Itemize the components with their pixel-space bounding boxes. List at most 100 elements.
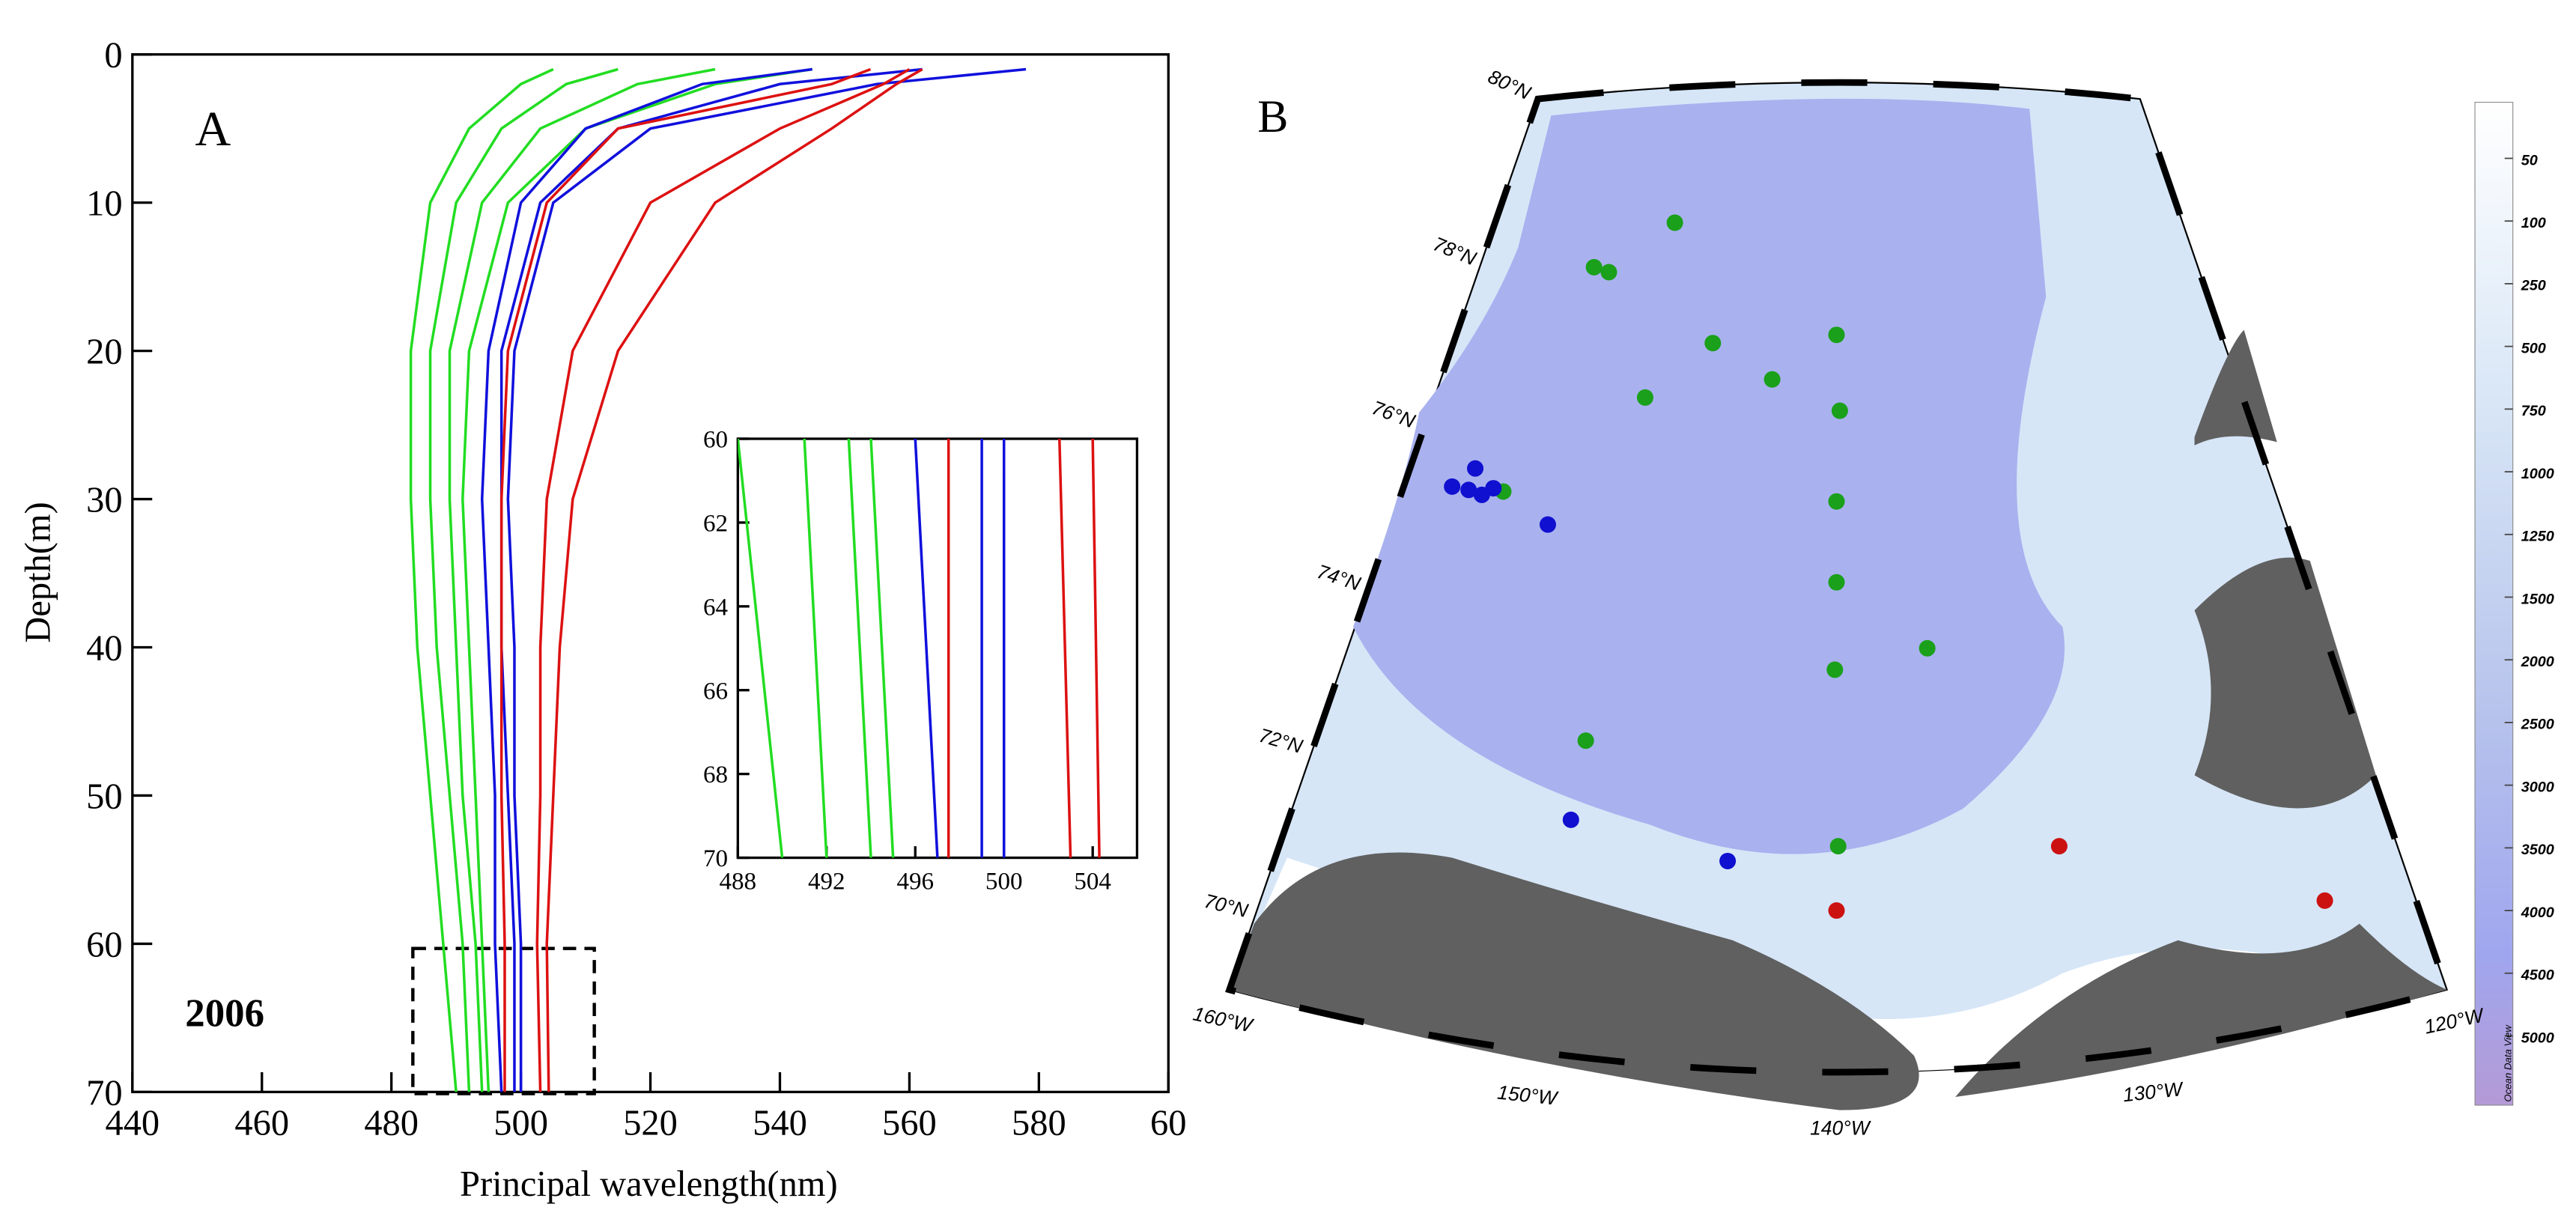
y-tick-label: 20	[86, 332, 122, 372]
x-tick-label: 60	[1150, 1104, 1186, 1143]
colorbar-label: 4000	[2521, 905, 2554, 921]
colorbar-label: 750	[2521, 403, 2546, 419]
year-annotation: 2006	[185, 991, 264, 1035]
station	[2050, 838, 2068, 855]
x-axis-label: Principal wavelength(nm)	[460, 1164, 838, 1204]
x-tick-label: 500	[493, 1104, 548, 1143]
profile-line	[461, 67, 812, 1092]
station	[1485, 480, 1502, 497]
station	[1460, 481, 1477, 499]
profile-line	[545, 67, 923, 1092]
station	[1600, 264, 1617, 281]
profile-line	[480, 67, 812, 1092]
profile-line	[506, 67, 1027, 1092]
colorbar-label: 4500	[2521, 967, 2554, 984]
latitude-label: 70°N	[1202, 890, 1251, 922]
panel-label: B	[1257, 91, 1288, 142]
station	[1704, 335, 1722, 352]
y-tick-label: 68	[703, 762, 728, 788]
y-tick-label: 60	[86, 925, 122, 964]
map-island	[2194, 557, 2376, 809]
station	[1666, 214, 1683, 231]
station	[1829, 838, 1847, 855]
station	[1828, 326, 1845, 344]
x-tick-label: 500	[985, 868, 1023, 895]
colorbar-label: 50	[2521, 152, 2538, 168]
longitude-label: 150°W	[1496, 1081, 1560, 1110]
x-tick-label: 540	[753, 1104, 807, 1143]
latitude-label: 76°N	[1369, 396, 1419, 433]
station	[1826, 661, 1844, 678]
y-tick-label: 64	[703, 594, 728, 621]
panel-label: A	[195, 102, 231, 156]
station	[1562, 811, 1579, 828]
colorbar-label: 250	[2521, 278, 2546, 294]
colorbar-label: 1250	[2521, 529, 2554, 545]
x-tick-label: 480	[364, 1104, 419, 1143]
colorbar-label: 2500	[2521, 717, 2554, 733]
profile-line	[409, 67, 554, 1092]
station	[1636, 389, 1653, 406]
panel-a: A 2006 Principal wavelength(nm) Depth(m)…	[19, 36, 1187, 1204]
credit: Ocean Data View	[2503, 1024, 2514, 1102]
station	[1719, 852, 1737, 869]
station	[1585, 258, 1603, 276]
panel-b: B 80°N78°N76°N74°N72	[1191, 65, 2554, 1140]
x-tick-label: 496	[896, 868, 934, 895]
station	[1828, 902, 1845, 919]
stations	[1444, 214, 2333, 919]
station	[1467, 460, 1484, 477]
profile-line	[499, 67, 923, 1092]
station	[1828, 493, 1845, 510]
colorbar-label: 3000	[2521, 779, 2554, 795]
colorbar-label: 500	[2521, 340, 2546, 356]
x-tick-label: 492	[808, 868, 845, 895]
map-island	[2194, 329, 2277, 446]
map-deep-basin	[1353, 98, 2065, 854]
x-tick-label: 580	[1012, 1104, 1066, 1143]
inset-frame	[736, 437, 1139, 860]
station	[1577, 732, 1594, 750]
colorbar-label: 100	[2521, 215, 2546, 231]
profile-line	[428, 67, 619, 1092]
profile-line	[535, 67, 911, 1092]
map-land-alaska	[1229, 852, 1919, 1110]
longitude-label: 130°W	[2121, 1077, 2185, 1106]
colorbar-label: 5000	[2521, 1030, 2554, 1046]
y-tick-label: 50	[86, 776, 122, 816]
x-tick-label: 520	[623, 1104, 678, 1143]
station	[1539, 516, 1556, 533]
latitude-label: 72°N	[1257, 724, 1306, 758]
station	[1444, 478, 1461, 495]
y-tick-label: 0	[104, 36, 122, 76]
station	[1828, 574, 1845, 591]
latitude-label: 74°N	[1314, 560, 1364, 595]
y-axis-label: Depth(m)	[19, 502, 58, 642]
y-tick-label: 40	[86, 628, 122, 668]
station	[2316, 892, 2333, 909]
y-tick-label: 70	[703, 845, 728, 872]
x-tick-label: 488	[720, 868, 757, 895]
x-tick-label: 440	[105, 1104, 160, 1143]
latitude-label: 80°N	[1485, 65, 1535, 105]
y-tick-label: 66	[703, 678, 728, 705]
colorbar-label: 1000	[2521, 466, 2554, 482]
y-tick-label: 70	[86, 1073, 122, 1113]
y-tick-label: 10	[86, 184, 122, 224]
latitude-label: 78°N	[1430, 232, 1480, 270]
inset: 488 492 496 500 504 60 62 64 66 68 70	[703, 427, 1139, 895]
y-tick-label: 30	[86, 481, 122, 520]
colorbar-label: 3500	[2521, 842, 2554, 858]
station	[1831, 402, 1848, 419]
profile-line	[499, 67, 872, 1092]
station	[1919, 639, 1936, 657]
longitude-label: 160°W	[1191, 1003, 1257, 1038]
colorbar-label: 2000	[2521, 654, 2554, 670]
y-tick-label: 60	[703, 427, 728, 454]
x-tick-label: 504	[1074, 868, 1111, 895]
station	[1764, 371, 1781, 388]
x-tick-label: 460	[234, 1104, 289, 1143]
map-land-canada	[1955, 923, 2447, 1097]
profile-line	[448, 67, 716, 1092]
